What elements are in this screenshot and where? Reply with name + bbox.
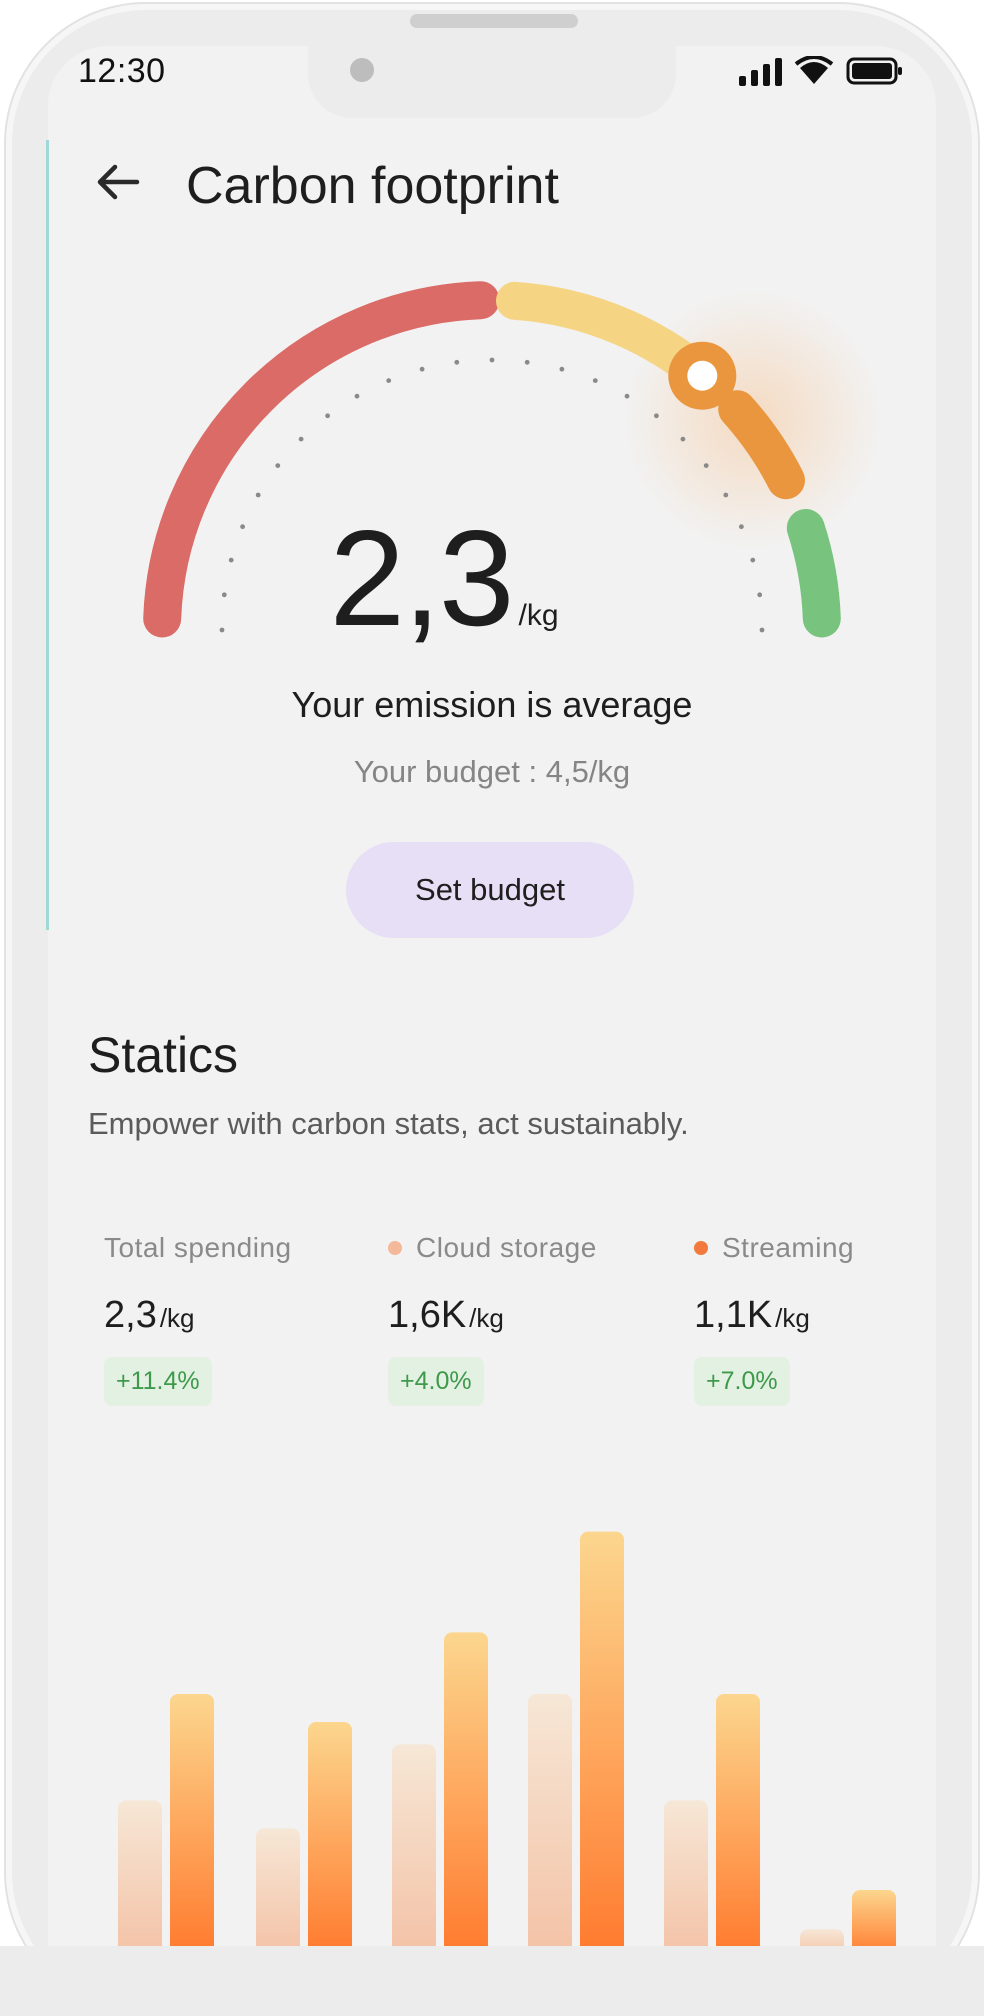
emission-status: Your emission is average (291, 684, 693, 725)
gauge-tick (454, 359, 460, 365)
statics-bar-chart (118, 1531, 896, 1946)
camera-icon (350, 58, 374, 82)
gauge-tick (759, 627, 765, 633)
gauge-tick (757, 592, 763, 598)
emission-unit: /kg (518, 599, 559, 632)
gauge-tick (680, 436, 686, 442)
gauge-tick (524, 359, 530, 365)
bar-series-1[interactable] (664, 1800, 708, 1946)
gauge-tick (240, 524, 246, 530)
gauge-tick (298, 436, 304, 442)
gauge-segment-low (786, 509, 841, 638)
bar-series-2[interactable] (580, 1531, 624, 1946)
stat-value: 1,6K/kg (388, 1294, 504, 1336)
gauge-tick (255, 492, 261, 498)
knob-center (687, 360, 718, 391)
gauge-tick (703, 463, 709, 468)
bar-series-1[interactable] (528, 1694, 572, 1946)
bar-series-2[interactable] (444, 1632, 488, 1946)
stat-streaming[interactable]: Streaming 1,1K/kg +7.0% (694, 1232, 854, 1406)
screen-edge-line (46, 140, 49, 930)
gauge-tick (654, 413, 659, 419)
emission-value: 2,3/kg (0, 500, 888, 656)
emission-number: 2,3 (329, 502, 514, 654)
statics-title: Statics (88, 1027, 239, 1083)
battery-icon (846, 57, 902, 85)
stat-total-spending[interactable]: Total spending 2,3/kg +11.4% (104, 1232, 292, 1406)
gauge-tick (739, 524, 744, 530)
budget-text: Your budget : 4,5/kg (353, 754, 631, 789)
gauge-tick (624, 393, 630, 399)
phone-bottom-bezel (0, 1946, 984, 2016)
stat-label: Streaming (694, 1232, 854, 1264)
bar-series-2[interactable] (308, 1722, 352, 1946)
stat-cloud-storage[interactable]: Cloud storage 1,6K/kg +4.0% (388, 1232, 597, 1406)
bar-series-2[interactable] (170, 1694, 214, 1946)
gauge-segment-high (143, 281, 500, 638)
gauge-tick (592, 378, 598, 383)
stat-label: Cloud storage (388, 1232, 597, 1264)
statics-subtitle: Empower with carbon stats, act sustainab… (88, 1106, 689, 1141)
bar-series-1[interactable] (256, 1828, 300, 1946)
stat-value: 1,1K/kg (694, 1294, 810, 1336)
bar-series-2[interactable] (716, 1694, 760, 1946)
back-button[interactable] (88, 152, 148, 212)
wifi-icon (794, 56, 834, 84)
emission-gauge (143, 281, 883, 638)
gauge-ticks (219, 357, 765, 633)
app-bar: Carbon footprint (48, 126, 936, 236)
gauge-tick (325, 413, 330, 419)
bar-series-2[interactable] (852, 1890, 896, 1946)
bar-series-1[interactable] (118, 1800, 162, 1946)
notch (308, 46, 676, 118)
gauge-segment-average (718, 390, 805, 500)
arrow-left-icon (97, 164, 140, 200)
signal-icon (739, 56, 782, 86)
stat-change-badge: +4.0% (388, 1357, 484, 1406)
gauge-tick (489, 357, 495, 363)
stat-change-badge: +11.4% (104, 1357, 212, 1406)
bar-series-1[interactable] (392, 1744, 436, 1946)
gauge-tick (386, 378, 392, 383)
stat-change-badge: +7.0% (694, 1357, 790, 1406)
set-budget-button[interactable]: Set budget (346, 842, 634, 938)
status-icons (739, 56, 904, 86)
phone-speaker (410, 14, 578, 28)
gauge-tick (559, 366, 565, 372)
gauge-tick (750, 557, 756, 563)
gauge-tick (221, 592, 227, 598)
stat-label: Total spending (104, 1232, 292, 1263)
legend-dot-icon (694, 1241, 708, 1255)
legend-dot-icon (388, 1241, 402, 1255)
gauge-tick (419, 366, 425, 372)
gauge-tick (275, 463, 281, 468)
page-title: Carbon footprint (186, 157, 559, 215)
status-time: 12:30 (78, 52, 166, 90)
gauge-tick (228, 557, 234, 563)
stat-value: 2,3/kg (104, 1294, 195, 1336)
gauge-tick (354, 393, 360, 399)
gauge-tick (219, 627, 225, 633)
gauge-tick (723, 492, 729, 498)
gauge-indicator-knob[interactable] (668, 341, 737, 410)
bar-series-1[interactable] (800, 1929, 844, 1946)
